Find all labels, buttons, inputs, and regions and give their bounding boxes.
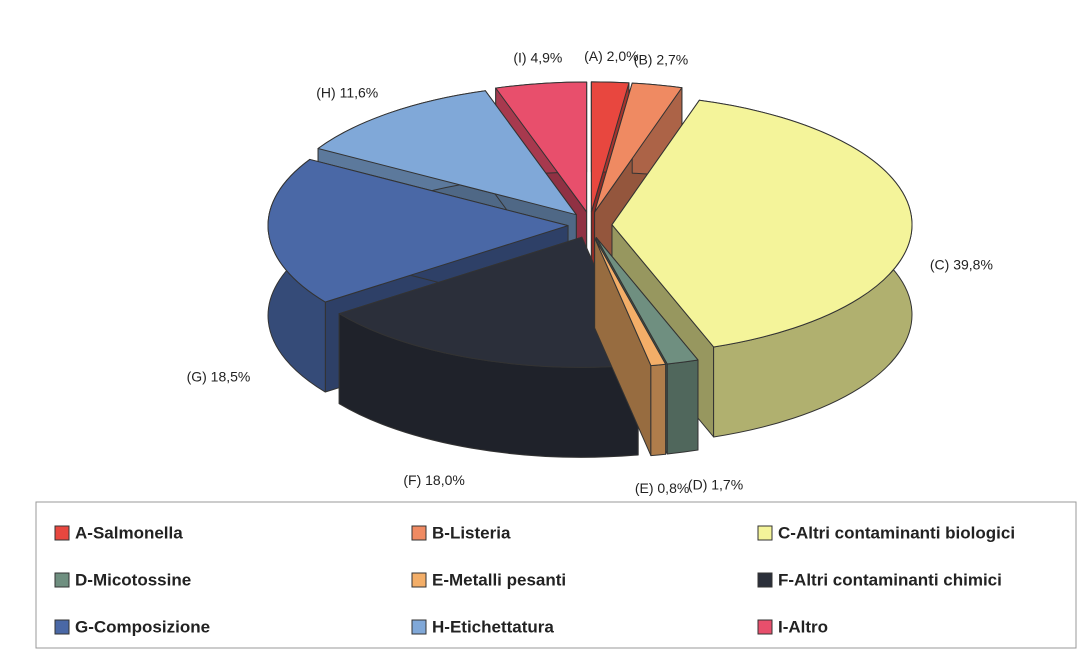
slice-top xyxy=(495,81,588,213)
legend-label: I-Altro xyxy=(778,617,828,636)
legend-swatch xyxy=(757,525,773,541)
legend-label: G-Composizione xyxy=(75,617,210,636)
legend-swatch xyxy=(54,619,70,635)
legend-swatch xyxy=(411,572,427,588)
data-label: (D) 1,7% xyxy=(688,477,743,493)
data-label: (B) 2,7% xyxy=(634,51,688,67)
legend-label: E-Metalli pesanti xyxy=(432,570,566,589)
legend-label: D-Micotossine xyxy=(75,570,191,589)
slice-top xyxy=(267,158,569,303)
legend-box xyxy=(35,501,1077,649)
slice-wall xyxy=(650,363,667,457)
data-label: (E) 0,8% xyxy=(635,480,689,496)
legend-label: H-Etichettatura xyxy=(432,617,554,636)
slice-wall xyxy=(666,359,699,455)
pie-slice xyxy=(594,237,667,457)
legend: A-Salmonella B-Listeria C-Altri contaminan… xyxy=(54,523,1015,636)
slice-top xyxy=(590,81,630,213)
legend-swatch xyxy=(54,572,70,588)
pie xyxy=(267,81,913,458)
data-label: (H) 11,6% xyxy=(316,84,378,100)
data-label: (A) 2,0% xyxy=(584,48,638,64)
legend-swatch xyxy=(411,525,427,541)
pie-slice xyxy=(611,99,913,438)
pie-slice xyxy=(338,236,639,458)
legend-label: C-Altri contaminanti biologici xyxy=(778,523,1015,542)
legend-swatch xyxy=(757,619,773,635)
legend-swatch xyxy=(54,525,70,541)
slice-top xyxy=(594,237,667,367)
data-label: (I) 4,9% xyxy=(513,50,562,66)
legend-label: B-Listeria xyxy=(432,523,511,542)
legend-label: A-Salmonella xyxy=(75,523,183,542)
legend-swatch xyxy=(411,619,427,635)
data-label: (G) 18,5% xyxy=(187,369,251,385)
slice-top xyxy=(317,90,577,216)
slice-top xyxy=(338,236,639,368)
slice-top xyxy=(594,82,683,213)
legend-label: F-Altri contaminanti chimici xyxy=(778,570,1002,589)
data-label: (F) 18,0% xyxy=(403,472,464,488)
legend-swatch xyxy=(757,572,773,588)
slice-top xyxy=(595,237,699,365)
data-label: (C) 39,8% xyxy=(930,256,993,272)
slice-top xyxy=(611,99,913,348)
